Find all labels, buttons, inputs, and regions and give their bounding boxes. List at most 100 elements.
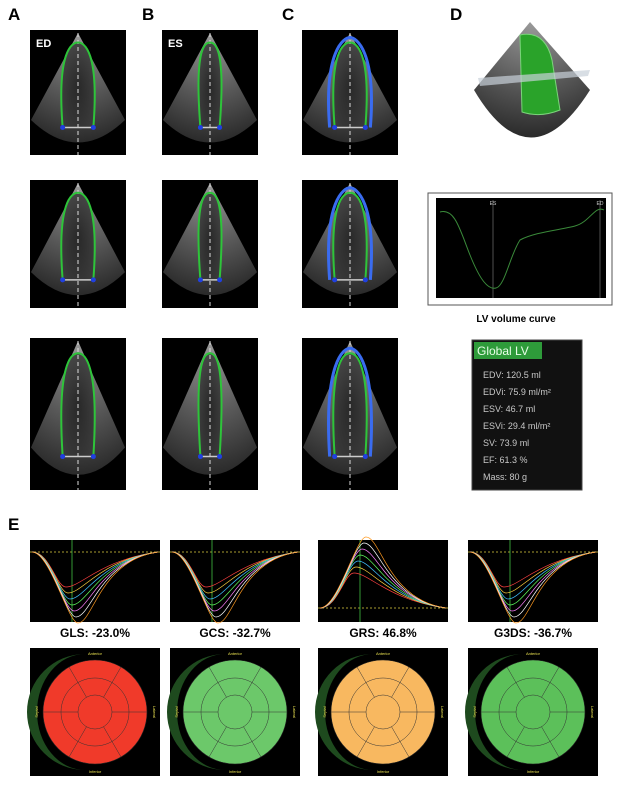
annulus-point <box>197 125 203 130</box>
orientation-label: Anterior <box>526 651 541 656</box>
strain-label: G3DS: -36.7% <box>494 626 572 640</box>
annulus-point <box>217 277 223 283</box>
annulus-point <box>197 277 203 283</box>
segment-line <box>391 666 410 698</box>
strain-curve <box>319 572 447 609</box>
plane <box>478 70 590 86</box>
panel-label: B <box>142 5 154 24</box>
metric: ESVi: 29.4 ml/m² <box>483 421 550 431</box>
lv-3d-image <box>474 22 590 138</box>
orientation-label: Lateral <box>292 706 297 718</box>
segment-line <box>506 726 525 758</box>
segment-line <box>356 666 375 698</box>
strain-curve <box>469 551 597 624</box>
echo-image <box>162 338 258 490</box>
echo-image <box>30 338 126 490</box>
volume-curve: ES ED <box>427 192 613 306</box>
bullseye: Anterior Inferior Septal Lateral <box>315 648 448 776</box>
echo-cavity <box>333 192 367 280</box>
bullseye: Anterior Inferior Septal Lateral <box>167 648 300 776</box>
orientation-label: Lateral <box>590 706 595 718</box>
echo-cavity <box>61 192 95 280</box>
segment-line <box>541 666 560 698</box>
strain-curve <box>171 551 299 600</box>
lv-contour <box>332 41 368 128</box>
annulus-point <box>60 454 66 460</box>
strain-curve <box>319 560 447 609</box>
lv-contour <box>60 191 96 280</box>
lv-contour <box>60 41 96 128</box>
segment-line <box>68 666 87 698</box>
strain-curve <box>31 551 159 588</box>
orientation-label: Anterior <box>88 651 103 656</box>
annulus-point <box>60 277 66 283</box>
orientation-label: Anterior <box>376 651 391 656</box>
lv-contour <box>332 191 368 280</box>
annulus-point <box>90 125 96 130</box>
metric: SV: 73.9 ml <box>483 438 529 448</box>
echo-image <box>302 30 398 155</box>
marker-label: ED <box>597 201 604 207</box>
strain-curve <box>171 551 299 594</box>
plot-area <box>318 540 448 622</box>
echo-image <box>162 180 258 308</box>
strain-plot <box>318 536 448 622</box>
orientation-label: Lateral <box>440 706 445 718</box>
annulus-point <box>90 277 96 283</box>
segment-line <box>243 726 262 758</box>
annulus-point <box>217 125 223 130</box>
strain-plot <box>468 540 598 624</box>
volume-curve-title: LV volume curve <box>476 314 556 325</box>
strain-plot <box>170 540 300 624</box>
strain-label: GLS: -23.0% <box>60 626 130 640</box>
orientation-label: Septal <box>472 706 477 717</box>
volume-line <box>439 208 605 289</box>
orientation-label: Inferior <box>377 769 390 774</box>
title-bg <box>474 342 542 359</box>
lv-contour <box>197 352 223 457</box>
crescent <box>27 654 85 770</box>
annulus-point <box>60 125 66 130</box>
segment-line <box>103 666 122 698</box>
panel-label: A <box>8 5 20 24</box>
lv-contour <box>197 41 223 128</box>
box-title: Global LV <box>477 344 529 358</box>
global-lv-box: Global LV EDV: 120.5 ml EDVi: 75.9 ml/m² ES… <box>471 339 583 491</box>
segment-line <box>391 726 410 758</box>
annulus-point <box>332 454 338 460</box>
metric: EDVi: 75.9 ml/m² <box>483 387 551 397</box>
strain-label: GCS: -32.7% <box>199 626 271 640</box>
panel-label: C <box>282 5 294 24</box>
strain-curve <box>31 551 159 594</box>
crescent <box>315 654 373 770</box>
segment-line <box>356 726 375 758</box>
annulus-point <box>362 125 368 130</box>
strain-curve <box>171 551 299 624</box>
strain-curve <box>31 551 159 624</box>
panel-label: E <box>8 515 19 534</box>
lv-contour <box>327 35 373 128</box>
bullseye: Anterior Inferior Septal Lateral <box>465 648 598 776</box>
orientation-label: Inferior <box>229 769 242 774</box>
metric: Mass: 80 g <box>483 472 527 482</box>
orientation-label: Inferior <box>527 769 540 774</box>
view-label: ED <box>36 38 51 50</box>
lv-contour <box>197 191 223 280</box>
annulus-point <box>332 125 338 130</box>
strain-curve <box>469 551 597 600</box>
segment-line <box>103 726 122 758</box>
orientation-label: Anterior <box>228 651 243 656</box>
orientation-label: Septal <box>322 706 327 717</box>
orientation-label: Septal <box>34 706 39 717</box>
orientation-label: Septal <box>174 706 179 717</box>
strain-curve <box>319 536 447 609</box>
strain-curve <box>469 551 597 588</box>
echo-cavity <box>198 192 222 280</box>
annulus-point <box>362 277 368 283</box>
crescent <box>465 654 523 770</box>
echo-image <box>30 30 126 155</box>
strain-label: GRS: 46.8% <box>349 626 417 640</box>
bullseye: Anterior Inferior Septal Lateral <box>27 648 160 776</box>
strain-curve <box>31 551 159 600</box>
lv-contour <box>327 346 373 457</box>
